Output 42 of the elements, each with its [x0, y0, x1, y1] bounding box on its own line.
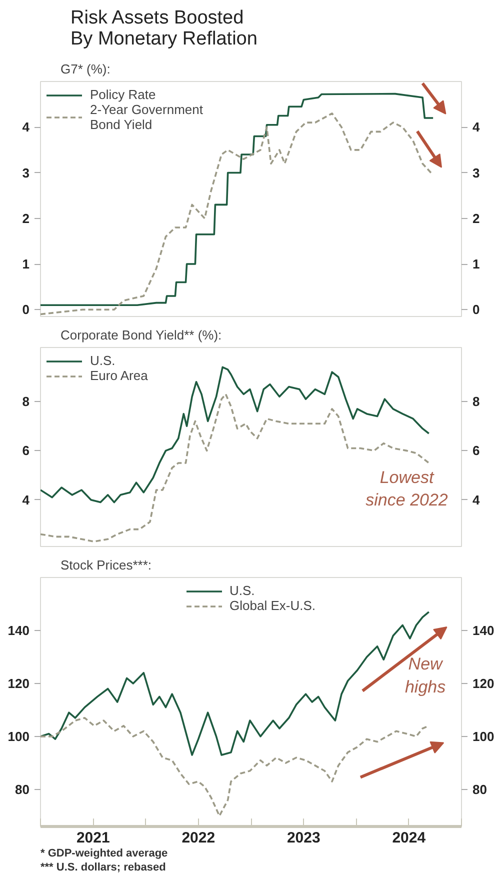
legend-label: Euro Area [90, 368, 148, 383]
y2-tick-label: 2 [472, 210, 480, 226]
y-tick-label: 140 [8, 622, 30, 638]
text: * GDP-weighted average [40, 848, 168, 860]
y2-tick-label: 140 [472, 622, 494, 638]
legend-label: U.S. [90, 353, 116, 368]
y-tick-label: 120 [8, 676, 30, 691]
y-tick-label: 100 [8, 728, 30, 744]
y2-tick-label: 8 [472, 394, 480, 410]
y2-tick-label: 1 [472, 256, 480, 272]
y2-tick-label: 0 [472, 302, 480, 318]
chart-title: Risk Assets Boosted By Monetary Reflation [70, 8, 258, 50]
x-tick-label: 2022 [182, 830, 216, 846]
legend-label: 2-Year Government Bond Yield [90, 102, 203, 132]
y2-tick-label: 4 [472, 492, 480, 508]
chart-title: Corporate Bond Yield** (%): [60, 328, 222, 342]
text: *** U.S. dollars; rebased [40, 862, 166, 873]
y-tick-label: 4 [22, 120, 30, 135]
chart-title: Stock Prices***: [60, 558, 152, 572]
x-tick-label: 2024 [392, 830, 426, 846]
legend-label: U.S. [230, 583, 255, 598]
chart-subtitle: G7* (%): [60, 62, 110, 76]
y-tick-label: 4 [22, 492, 30, 508]
y2-tick-label: 4 [472, 120, 480, 135]
x-tick-label: 2021 [76, 830, 110, 846]
x-tick-label: 2023 [286, 830, 320, 846]
y-tick-label: 2 [22, 210, 30, 226]
y-tick-label: 1 [22, 256, 30, 272]
annotation: New highs [404, 654, 446, 696]
y2-tick-label: 3 [472, 165, 480, 180]
legend-label: Policy Rate [90, 87, 156, 102]
y2-tick-label: 6 [472, 443, 480, 458]
y-tick-label: 3 [22, 165, 30, 180]
y-tick-label: 0 [22, 302, 30, 318]
y-tick-label: 8 [22, 394, 30, 410]
y-tick-label: 80 [15, 782, 30, 797]
y2-tick-label: 100 [472, 728, 494, 744]
y2-tick-label: 80 [472, 782, 487, 797]
y-tick-label: 6 [22, 443, 30, 458]
y2-tick-label: 120 [472, 676, 494, 691]
legend-label: Global Ex-U.S. [230, 598, 316, 613]
annotation: Lowest since 2022 [366, 468, 448, 510]
